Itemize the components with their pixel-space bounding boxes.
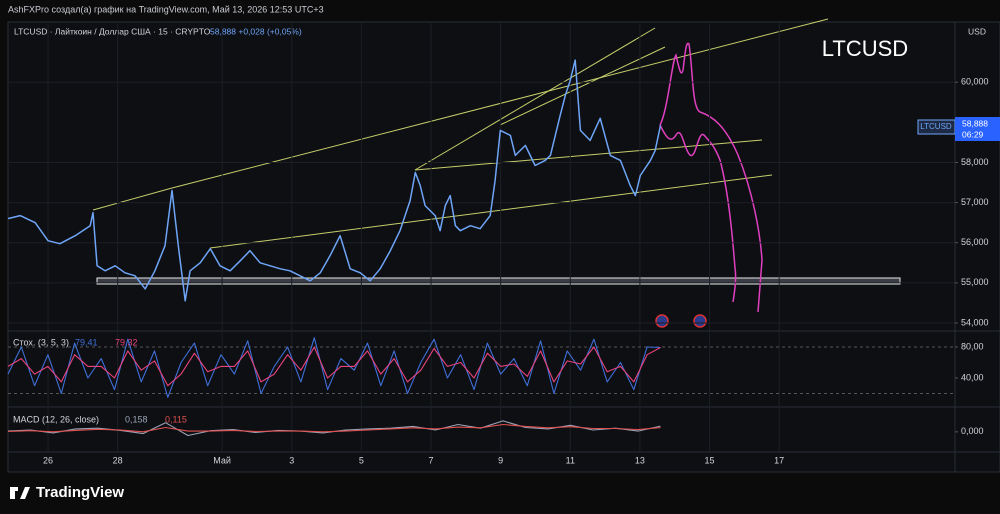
price-label: 58,888 — [962, 118, 988, 128]
y-tick-label: 56,000 — [961, 237, 989, 247]
symbol-watermark: LTCUSD — [822, 36, 908, 61]
trend-line — [414, 139, 763, 171]
chart-frame — [7, 21, 1000, 473]
x-tick-label: 17 — [774, 455, 784, 465]
legend-value: 0,115 — [165, 414, 187, 424]
trend-line — [414, 27, 656, 171]
forecast-path — [659, 42, 763, 313]
indicator-title: MACD (12, 26, close) — [13, 414, 99, 424]
y-tick-label: 57,000 — [961, 197, 989, 207]
price-line — [7, 59, 662, 302]
x-tick-label: 3 — [289, 455, 294, 465]
symbol-label: LTCUSD — [920, 122, 952, 131]
event-icon — [655, 314, 669, 328]
x-tick-label: 9 — [498, 455, 503, 465]
price-label-box — [955, 117, 1000, 141]
legend-value: 0,158 — [125, 414, 148, 424]
countdown: 06:29 — [962, 129, 984, 139]
footer-logo-text: TradingView — [36, 484, 124, 501]
indicator-line — [7, 423, 661, 433]
y-tick-label: 60,000 — [961, 77, 989, 87]
x-tick-label: 5 — [359, 455, 364, 465]
x-tick-label: 15 — [705, 455, 715, 465]
trend-line — [92, 187, 173, 211]
logo-mark — [10, 487, 30, 499]
legend-value: 79,41 — [75, 337, 98, 347]
y-tick-label: 55,000 — [961, 277, 989, 287]
forecast-path — [659, 124, 737, 303]
y-tick-label: 0,000 — [961, 426, 984, 436]
event-icon — [693, 314, 707, 328]
indicator-line — [7, 346, 661, 387]
indicator-line — [7, 337, 661, 398]
quote: 58,888 +0,028 (+0,05%) — [210, 26, 302, 36]
legend-value: 79,32 — [115, 337, 138, 347]
indicator-title: Стох. (3, 5, 3) — [13, 337, 69, 347]
currency: USD — [968, 26, 986, 36]
y-tick-label: 80,00 — [961, 341, 984, 351]
chart-title: LTCUSD · Лайткоин / Доллар США · 15 · CR… — [14, 26, 211, 36]
header: AshFXPro создал(а) график на TradingView… — [8, 4, 324, 14]
y-tick-label: 58,000 — [961, 157, 989, 167]
y-tick-label: 40,00 — [961, 372, 984, 382]
x-tick-label: 13 — [635, 455, 645, 465]
y-tick-label: 54,000 — [961, 317, 989, 327]
x-tick-label: 11 — [566, 455, 575, 465]
x-tick-label: 26 — [43, 455, 53, 465]
logo: TradingView — [10, 484, 124, 501]
x-tick-label: 7 — [429, 455, 434, 465]
trend-line — [499, 46, 666, 126]
event-icons — [655, 314, 707, 328]
x-tick-label: Май — [213, 455, 231, 465]
x-tick-label: 28 — [113, 455, 123, 465]
support-zone — [96, 277, 901, 285]
trend-line — [171, 18, 829, 189]
